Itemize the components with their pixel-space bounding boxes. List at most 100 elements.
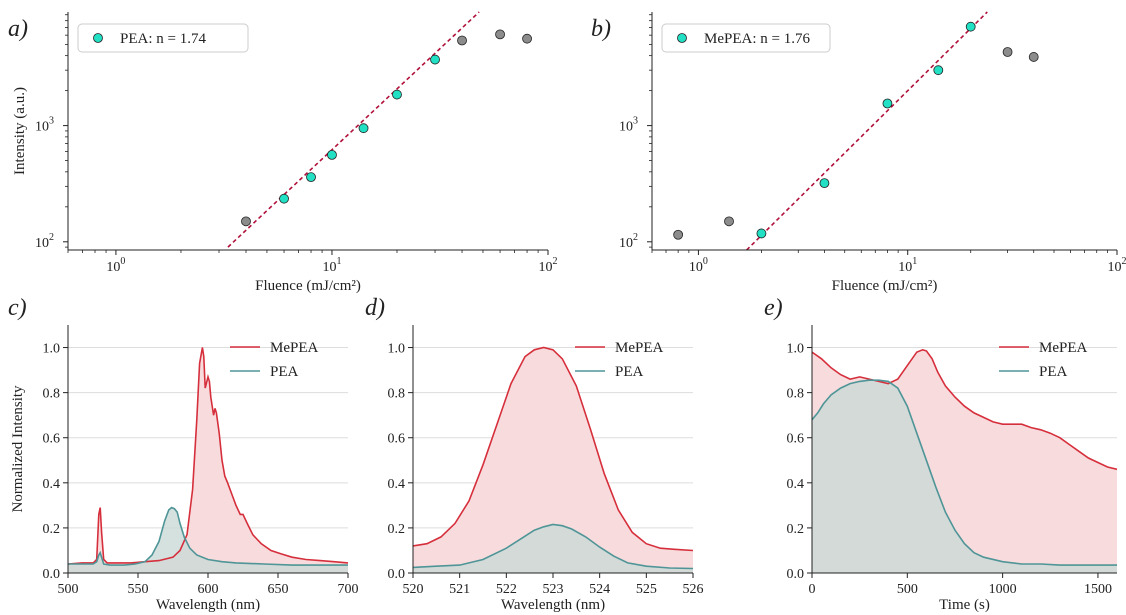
x-tick-base: 10 [689, 260, 703, 275]
x-axis-label: Wavelength (nm) [501, 597, 605, 613]
x-tick-label: 526 [683, 582, 704, 597]
x-tick-label: 1000 [989, 582, 1017, 597]
x-tick-base: 10 [539, 260, 553, 275]
x-tick-exp: 0 [120, 256, 125, 267]
line-pea [811, 379, 1117, 566]
excluded-point [457, 35, 467, 46]
fit-point [279, 193, 289, 204]
legend-marker [677, 33, 687, 43]
fit-line [227, 11, 480, 248]
legend-label: MePEA: n = 1.76 [704, 31, 810, 47]
x-tick-label: 550 [128, 582, 149, 597]
line-pea [412, 523, 694, 570]
fit-point [965, 21, 976, 32]
x-tick-label: 500 [897, 582, 918, 597]
x-tick-label: 102 [1108, 256, 1126, 275]
y-tick-base: 10 [619, 236, 633, 251]
line-mepea [412, 346, 694, 552]
fit-point [306, 172, 316, 183]
legend-marker [93, 33, 103, 43]
fit-point [933, 65, 944, 76]
panel-label: c) [8, 295, 27, 321]
panel-c: MePEA PEA 500 550 600 650 700 0.0 0.2 0.4 0.6 0.8 1.… [8, 295, 359, 613]
y-tick-label: 0.2 [388, 522, 406, 537]
y-tick-exp: 3 [49, 116, 54, 127]
y-tick-label: 0.2 [787, 522, 805, 537]
legend-box [661, 23, 831, 53]
y-tick-label: 0.8 [787, 387, 805, 402]
excluded-point [1028, 52, 1039, 62]
panel-d: MePEA PEA 520 521 522 523 524 525 526 0.0 0.2 0.4 0.… [365, 295, 704, 613]
y-tick-label: 102 [35, 232, 54, 251]
excluded-point [241, 216, 251, 227]
legend-label-mepea: MePEA [270, 340, 319, 356]
y-tick-label: 1.0 [787, 342, 805, 357]
legend-label-mepea: MePEA [1039, 340, 1088, 356]
x-tick-exp: 1 [336, 256, 341, 267]
fit-point [756, 228, 767, 239]
legend-label: PEA: n = 1.74 [120, 31, 206, 47]
legend-label-mepea: MePEA [615, 340, 664, 356]
line-mepea [67, 347, 349, 565]
x-tick-label: 520 [403, 582, 424, 597]
y-tick-label: 102 [619, 232, 638, 251]
x-tick-label: 100 [106, 256, 125, 275]
x-axis-label: Wavelength (nm) [156, 597, 260, 613]
area-mepea [413, 347, 693, 573]
y-tick-label: 1.0 [388, 342, 406, 357]
x-tick-label: 650 [268, 582, 289, 597]
x-tick-label: 500 [58, 582, 79, 597]
x-tick-label: 523 [543, 582, 564, 597]
y-tick-label: 0.2 [43, 522, 61, 537]
excluded-point [522, 33, 532, 44]
y-tick-label: 0.6 [787, 432, 805, 447]
x-tick-base: 10 [322, 260, 336, 275]
fit-point [882, 98, 893, 109]
area-pea [812, 380, 1117, 573]
fit-point [358, 123, 369, 134]
x-axis-label: Fluence (mJ/cm²) [832, 278, 938, 294]
x-tick-label: 521 [449, 582, 470, 597]
fit-point [819, 178, 830, 189]
x-tick-exp: 2 [1122, 256, 1126, 267]
y-axis-label: Intensity (a.u.) [12, 87, 28, 175]
y-tick-base: 10 [619, 120, 633, 135]
y-tick-label: 0.0 [787, 567, 805, 582]
x-tick-base: 10 [1108, 260, 1122, 275]
y-tick-label: 0.4 [43, 477, 61, 492]
y-tick-label: 103 [35, 116, 54, 135]
panel-label: b) [591, 16, 611, 42]
y-tick-exp: 3 [633, 116, 638, 127]
x-tick-label: 102 [539, 256, 558, 275]
legend-label-pea: PEA [615, 364, 644, 380]
x-tick-label: 101 [898, 256, 917, 275]
x-tick-base: 10 [106, 260, 120, 275]
y-tick-exp: 2 [633, 232, 638, 243]
x-tick-base: 10 [898, 260, 912, 275]
fit-point [392, 89, 402, 100]
legend-label-pea: PEA [270, 364, 299, 380]
x-tick-exp: 0 [703, 256, 708, 267]
y-tick-label: 0.4 [388, 477, 406, 492]
y-tick-label: 1.0 [43, 342, 61, 357]
legend-label-pea: PEA [1039, 364, 1068, 380]
y-axis-label: Normalized Intensity [10, 385, 26, 513]
x-tick-exp: 1 [912, 256, 917, 267]
excluded-point [495, 29, 505, 40]
area-mepea [68, 347, 348, 573]
x-tick-label: 524 [589, 582, 610, 597]
y-tick-label: 103 [619, 116, 638, 135]
panel-label: d) [365, 295, 385, 321]
x-tick-label: 100 [689, 256, 708, 275]
y-tick-label: 0.8 [43, 387, 61, 402]
excluded-point [1002, 47, 1013, 57]
y-tick-exp: 2 [49, 232, 54, 243]
x-tick-label: 1500 [1084, 582, 1112, 597]
x-tick-label: 101 [322, 256, 341, 275]
y-tick-label: 0.6 [43, 432, 61, 447]
fit-point [327, 149, 337, 160]
excluded-point [724, 216, 734, 227]
y-tick-label: 0.0 [43, 567, 61, 582]
